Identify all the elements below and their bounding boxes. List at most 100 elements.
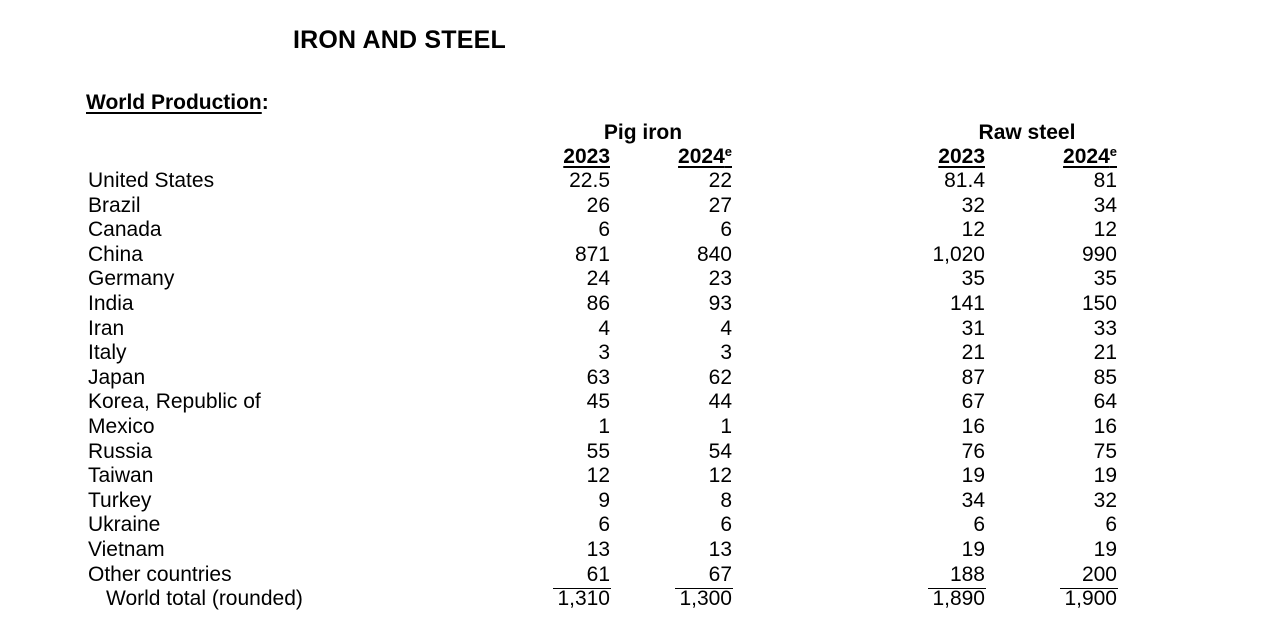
pig-iron-2023-cell: 55 — [586, 439, 610, 463]
pig-iron-2023-cell: 22.5 — [569, 169, 610, 192]
country-cell: Canada — [88, 218, 162, 242]
pig-iron-2023-cell: 6 — [598, 513, 610, 537]
country-cell: China — [88, 242, 143, 266]
raw-steel-2023-cell: 6 — [973, 513, 985, 537]
country-cell: United States — [88, 169, 215, 192]
raw-2023-total-rule — [928, 588, 986, 589]
pig-iron-2024-cell: 27 — [708, 193, 732, 217]
raw-steel-2024-cell: 81 — [1093, 169, 1117, 192]
raw-steel-2024-cell: 21 — [1093, 341, 1117, 365]
pig-iron-2023-header: 2023 — [563, 145, 610, 168]
table-row: Ukraine 6 6 6 6 — [0, 513, 1280, 538]
pig-iron-2023-cell: 86 — [586, 291, 610, 315]
table-row: Brazil 26 27 32 34 — [0, 194, 1280, 219]
country-cell: Brazil — [88, 193, 141, 217]
table-row: Vietnam 13 13 19 19 — [0, 538, 1280, 563]
pig-2024-total-rule — [675, 588, 733, 589]
raw-2024-total-rule — [1060, 588, 1118, 589]
pig-iron-2023-cell: 24 — [586, 267, 610, 291]
raw-steel-2024-cell: 19 — [1093, 464, 1117, 488]
country-cell: Iran — [88, 316, 125, 340]
pig-iron-2023-cell: 63 — [586, 365, 610, 389]
table-row: Korea, Republic of 45 44 67 64 — [0, 390, 1280, 415]
raw-steel-group-header: Raw steel — [978, 121, 1076, 144]
pig-iron-2024-cell: 1,300 — [679, 587, 732, 611]
raw-steel-2023-cell: 34 — [961, 488, 985, 512]
raw-steel-2024-cell: 990 — [1081, 242, 1117, 266]
raw-steel-2024-cell: 12 — [1093, 218, 1117, 242]
raw-steel-2024-year: 2024 — [1063, 145, 1110, 168]
raw-steel-2023-cell: 67 — [961, 390, 985, 414]
pig-iron-2024-cell: 8 — [720, 488, 732, 512]
pig-iron-2023-cell: 61 — [586, 562, 610, 586]
raw-steel-2024-cell: 33 — [1093, 316, 1117, 340]
raw-steel-2023-cell: 32 — [961, 193, 985, 217]
table-row: India 86 93 141 150 — [0, 292, 1280, 317]
table-row: Taiwan 12 12 19 19 — [0, 464, 1280, 489]
table-row: Mexico 1 1 16 16 — [0, 415, 1280, 440]
country-cell: Ukraine — [88, 513, 161, 537]
pig-iron-2024-cell: 1 — [720, 414, 732, 438]
pig-iron-2024-header: 2024e — [678, 145, 732, 169]
table-row: Russia 55 54 76 75 — [0, 440, 1280, 465]
pig-iron-2024-cell: 6 — [720, 218, 732, 242]
raw-steel-2024-cell: 32 — [1093, 488, 1117, 512]
pig-iron-group-header: Pig iron — [603, 121, 683, 144]
raw-steel-2023-cell: 19 — [961, 537, 985, 561]
page-title: IRON AND STEEL — [293, 26, 506, 54]
pig-iron-2024-cell: 840 — [696, 242, 732, 266]
raw-steel-2024-cell: 200 — [1081, 562, 1117, 586]
raw-steel-2023-cell: 19 — [961, 464, 985, 488]
country-cell: Mexico — [88, 414, 155, 438]
table-row: Other countries 61 67 188 200 — [0, 563, 1280, 588]
pig-iron-2024-cell: 44 — [708, 390, 732, 414]
raw-steel-2023-header: 2023 — [938, 145, 985, 168]
pig-iron-2023-cell: 9 — [598, 488, 610, 512]
pig-iron-2024-cell: 13 — [708, 537, 732, 561]
country-cell: Korea, Republic of — [88, 390, 261, 414]
country-cell: World total (rounded) — [106, 587, 303, 611]
table-total-row: World total (rounded) 1,310 1,300 1,890 1,90… — [0, 587, 1280, 612]
pig-iron-2024-estimate-mark: e — [724, 144, 732, 159]
country-cell: Japan — [88, 365, 146, 389]
table-row: Canada 6 6 12 12 — [0, 218, 1280, 243]
pig-iron-2023-cell: 12 — [586, 464, 610, 488]
raw-steel-2024-cell: 16 — [1093, 414, 1117, 438]
pig-iron-2024-cell: 67 — [708, 562, 732, 586]
raw-steel-2023-cell: 12 — [961, 218, 985, 242]
section-heading-label: World Production — [86, 91, 262, 114]
pig-2023-total-rule — [553, 588, 611, 589]
pig-iron-2023-cell: 6 — [598, 218, 610, 242]
table-row: Germany 24 23 35 35 — [0, 267, 1280, 292]
pig-iron-2023-cell: 45 — [586, 390, 610, 414]
raw-steel-2023-cell: 188 — [949, 562, 985, 586]
raw-steel-2023-cell: 76 — [961, 439, 985, 463]
raw-steel-2024-cell: 64 — [1093, 390, 1117, 414]
raw-steel-2023-cell: 1,890 — [932, 587, 985, 611]
country-cell: Germany — [88, 267, 175, 291]
table-row: Iran 4 4 31 33 — [0, 317, 1280, 342]
raw-steel-2023-cell: 81.4 — [944, 169, 985, 192]
pig-iron-2023-cell: 13 — [586, 537, 610, 561]
table-row: United States 22.5 22 81.4 81 — [0, 169, 1280, 194]
raw-steel-2024-cell: 85 — [1093, 365, 1117, 389]
pig-iron-2024-cell: 23 — [708, 267, 732, 291]
table-row: Italy 3 3 21 21 — [0, 341, 1280, 366]
pig-iron-2024-cell: 6 — [720, 513, 732, 537]
pig-iron-2024-cell: 54 — [708, 439, 732, 463]
raw-steel-2023-cell: 141 — [949, 291, 985, 315]
raw-steel-2023-cell: 16 — [961, 414, 985, 438]
country-cell: Italy — [88, 341, 127, 365]
raw-steel-2024-cell: 35 — [1093, 267, 1117, 291]
country-cell: Turkey — [88, 488, 152, 512]
pig-iron-2023-cell: 871 — [574, 242, 610, 266]
pig-iron-2024-cell: 22 — [708, 169, 732, 192]
raw-steel-2023-cell: 21 — [961, 341, 985, 365]
raw-steel-2024-cell: 6 — [1105, 513, 1117, 537]
pig-iron-2024-year: 2024 — [678, 145, 725, 168]
table-row: Japan 63 62 87 85 — [0, 366, 1280, 391]
pig-iron-2024-cell: 4 — [720, 316, 732, 340]
country-cell: India — [88, 291, 134, 315]
pig-iron-2023-cell: 4 — [598, 316, 610, 340]
raw-steel-2024-cell: 1,900 — [1064, 587, 1117, 611]
